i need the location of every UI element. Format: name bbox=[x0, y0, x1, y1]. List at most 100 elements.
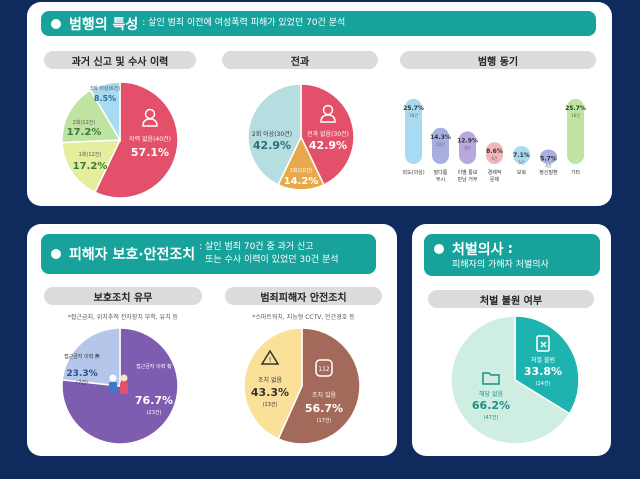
pie3-slice-0 bbox=[61, 327, 179, 445]
motive-count-1: 10건 bbox=[436, 141, 445, 147]
section-subtitle: : 살인 범죄 이전에 여성폭력 피해가 있었던 70건 분석 bbox=[142, 18, 346, 28]
motive-category-3: 문제 bbox=[490, 176, 500, 183]
pie3-count-1: (7건) bbox=[76, 379, 88, 386]
pie5-count-1: (47건) bbox=[484, 414, 499, 421]
motive-category-0: 외도(의심) bbox=[402, 169, 424, 176]
pie4-value-0: 56.7% bbox=[305, 402, 343, 415]
watch-icon: 112 bbox=[315, 359, 333, 377]
note-protection: *접근금지, 위치추적 전자장치 부착, 유치 등 bbox=[67, 314, 179, 321]
motive-category-1: 말다툼 bbox=[434, 169, 448, 176]
motive-category-2: 만남 거부 bbox=[458, 176, 478, 183]
pie4-label-1: 조치 없음 bbox=[258, 376, 282, 384]
section-subtitle: 피해자의 가해자 처벌의사 bbox=[452, 259, 549, 270]
pill-protection: 보호조치 유무 bbox=[44, 287, 202, 305]
pie5-value-1: 66.2% bbox=[472, 399, 510, 412]
pill-motive: 범행 동기 bbox=[400, 51, 596, 69]
motive-bar-4 bbox=[513, 146, 530, 164]
pill-safety-measures: 범죄피해자 안전조치 bbox=[225, 287, 382, 305]
motive-count-0: 18건 bbox=[409, 112, 418, 118]
pie5-value-0: 33.8% bbox=[524, 365, 562, 378]
person-icon bbox=[142, 108, 158, 127]
motive-value-2: 12.9% bbox=[457, 137, 478, 144]
pie4-value-1: 43.3% bbox=[251, 386, 289, 399]
pie1-slice-2 bbox=[247, 83, 302, 186]
pie0-value-0: 57.1% bbox=[131, 146, 169, 159]
pie0-label-0: 이력 없음(40건) bbox=[129, 135, 171, 143]
svg-text:112: 112 bbox=[318, 366, 330, 373]
pie3-value-0: 76.7% bbox=[135, 394, 173, 407]
pie0-value-2: 17.2% bbox=[67, 127, 102, 138]
pie0-slice-0 bbox=[93, 81, 179, 199]
pie1-value-2: 42.9% bbox=[253, 139, 291, 152]
motive-count-3: 6건 bbox=[491, 155, 498, 161]
pie1-value-0: 42.9% bbox=[309, 139, 347, 152]
pie4-count-0: (17건) bbox=[317, 417, 332, 424]
pie4-label-0: 조치 있음 bbox=[312, 391, 336, 399]
pie3-value-1: 23.3% bbox=[66, 369, 97, 379]
motive-category-5: 정신질환 bbox=[539, 169, 558, 176]
pie1-label-1: 1회(10건) bbox=[290, 167, 313, 174]
motive-category-1: 무시 bbox=[436, 177, 445, 183]
motive-value-4: 7.1% bbox=[513, 152, 530, 159]
banner-crime-characteristics: 범행의 특성 : 살인 범죄 이전에 여성폭력 피해가 있었던 70건 분석 bbox=[41, 11, 596, 36]
chart-report-history: 이력 없음(40건) 57.1% 1회(12건) 17.2% 2회(12건) 1… bbox=[61, 81, 179, 199]
motive-bar-6 bbox=[567, 98, 584, 164]
motive-category-6: 기타 bbox=[571, 169, 581, 176]
motive-value-1: 14.3% bbox=[430, 134, 451, 141]
pie0-label-3: 3회 이상(6건) bbox=[90, 85, 120, 92]
chart-protection: 접근금지 이력 有 76.7% (23건) 접근금지 이력 無 23.3% (7… bbox=[61, 327, 179, 445]
chart-punishment: 처벌 불원 33.8% (24건) 해당 없음 66.2% (47건) bbox=[450, 315, 580, 445]
motive-value-6: 25.7% bbox=[565, 105, 586, 112]
pie5-label-0: 처벌 불원 bbox=[531, 356, 555, 364]
pie3-count-0: (23건) bbox=[147, 409, 162, 416]
pie1-value-1: 14.2% bbox=[284, 176, 319, 187]
motive-value-5: 5.7% bbox=[540, 156, 557, 163]
motive-bar-1 bbox=[432, 127, 449, 164]
pill-no-punishment: 처벌 불원 여부 bbox=[428, 290, 594, 308]
warning-icon: ! bbox=[260, 349, 280, 365]
pie1-label-2: 2회 이상(30건) bbox=[252, 130, 292, 138]
pie0-value-1: 17.2% bbox=[73, 161, 108, 172]
pie0-label-1: 1회(12건) bbox=[79, 151, 102, 158]
pill-criminal-record: 전과 bbox=[222, 51, 378, 69]
chart-criminal-record: 전과 없음(30건) 42.9% 2회 이상(30건) 42.9% 1회(10건… bbox=[247, 83, 355, 191]
motive-count-6: 18건 bbox=[571, 112, 580, 118]
motive-bar-0 bbox=[405, 98, 422, 164]
svg-text:!: ! bbox=[269, 356, 272, 364]
banner-victim-protection: 피해자 보호·안전조치 : 살인 범죄 70건 중 과거 신고 또는 수사 이력이… bbox=[41, 234, 376, 274]
bullet-dot bbox=[51, 249, 61, 259]
pie3-label-1: 접근금지 이력 無 bbox=[64, 353, 100, 360]
document-x-icon bbox=[536, 335, 550, 352]
section-title: 처벌의사 bbox=[452, 241, 504, 258]
bullet-dot bbox=[51, 18, 61, 29]
pie0-value-3: 8.5% bbox=[94, 94, 116, 103]
motive-bar-3 bbox=[486, 142, 503, 164]
motive-value-0: 25.7% bbox=[403, 105, 424, 112]
pie0-slice-2 bbox=[61, 89, 122, 144]
pie4-slice-0 bbox=[277, 327, 361, 445]
pill-report-history: 과거 신고 및 수사 이력 bbox=[44, 51, 196, 69]
motive-count-4: 5건 bbox=[518, 159, 525, 165]
pie5-slice-1 bbox=[450, 315, 571, 445]
section-subtitle: : 살인 범죄 70건 중 과거 신고 또는 수사 이력이 있었던 30건 분석 bbox=[199, 242, 339, 265]
person-icon bbox=[320, 104, 336, 123]
motive-bar-2 bbox=[459, 131, 476, 164]
motive-category-2: 이별 통보 bbox=[458, 169, 478, 176]
motive-category-4: 보복 bbox=[517, 170, 527, 176]
pie1-slice-0 bbox=[300, 83, 355, 186]
chart-safety: 112 ! 조치 있음 56.7% (17건) 조치 없음 43.3% (13건… bbox=[243, 327, 361, 445]
pie0-label-2: 2회(12건) bbox=[73, 119, 96, 126]
section-title: 피해자 보호·안전조치 bbox=[69, 247, 196, 263]
motive-value-3: 8.6% bbox=[486, 148, 503, 155]
section-title-colon: : bbox=[507, 240, 514, 257]
pie0-slice-1 bbox=[61, 139, 122, 194]
motive-bar-5 bbox=[540, 149, 557, 164]
pie0-slice-3 bbox=[89, 81, 121, 143]
people-icon bbox=[109, 374, 128, 394]
pie4-count-1: (13건) bbox=[263, 401, 278, 408]
pie3-slice-1 bbox=[61, 327, 121, 387]
pie3-label-0: 접근금지 이력 有 bbox=[136, 363, 172, 370]
banner-punishment: 처벌의사 : 피해자의 가해자 처벌의사 bbox=[424, 234, 600, 276]
pie4-slice-1 bbox=[243, 327, 303, 440]
